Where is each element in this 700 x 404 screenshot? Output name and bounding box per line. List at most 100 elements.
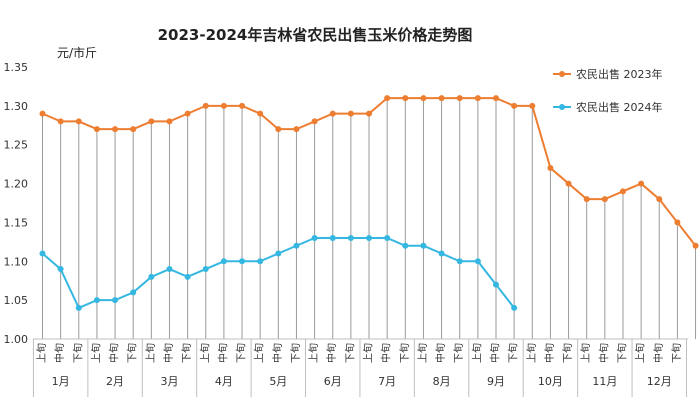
data-point	[220, 102, 227, 109]
x-tick-label: 上旬	[307, 343, 320, 363]
x-tick-label: 上旬	[144, 343, 157, 363]
x-tick-label: 上旬	[579, 343, 592, 363]
month-label: 1月	[52, 375, 70, 388]
x-tick-label: 上旬	[634, 343, 647, 363]
x-tick-label: 中旬	[652, 343, 665, 363]
x-axis-separators	[32, 339, 687, 397]
legend-label: 农民出售 2024年	[576, 100, 663, 114]
y-tick-label: 1.20	[4, 178, 29, 191]
legend-label: 农民出售 2023年	[576, 67, 663, 81]
data-point	[39, 110, 46, 117]
data-point	[692, 242, 699, 249]
data-point	[438, 95, 445, 102]
x-tick-label: 中旬	[325, 343, 338, 363]
chart-title: 2023-2024年吉林省农民出售玉米价格走势图	[158, 26, 473, 44]
x-tick-label: 上旬	[362, 343, 375, 363]
data-point	[420, 95, 427, 102]
x-tick-label: 中旬	[216, 343, 229, 363]
month-label: 5月	[269, 375, 287, 388]
data-point	[75, 118, 82, 125]
data-point	[347, 110, 354, 117]
data-point	[402, 242, 409, 249]
data-point	[257, 258, 264, 265]
data-point	[57, 266, 64, 273]
x-tick-label: 上旬	[89, 343, 102, 363]
data-point	[93, 126, 100, 133]
y-tick-label: 1.15	[4, 216, 29, 229]
month-label: 11月	[592, 375, 617, 388]
data-point	[384, 95, 391, 102]
data-point	[474, 258, 481, 265]
x-tick-label: 中旬	[162, 343, 175, 363]
legend-marker	[559, 71, 565, 77]
data-point	[257, 110, 264, 117]
drop-lines	[42, 98, 697, 339]
data-point	[493, 95, 499, 102]
x-tick-labels: 上旬 中旬 下旬 上旬 中旬 下旬 上旬 中旬 下旬 上旬 中旬 下旬 上旬 中旬 下旬 上旬 中旬 下旬 上旬 中旬…	[35, 343, 683, 363]
x-tick-label: 中旬	[380, 343, 393, 363]
data-point	[311, 118, 318, 125]
data-point	[456, 258, 463, 265]
x-tick-label: 中旬	[434, 343, 447, 363]
y-tick-label: 1.05	[4, 294, 29, 307]
x-tick-label: 上旬	[198, 343, 211, 363]
x-tick-label: 下旬	[561, 343, 574, 363]
x-tick-label: 下旬	[507, 343, 520, 363]
data-point	[293, 126, 300, 133]
month-label: 12月	[647, 375, 672, 388]
x-tick-label: 下旬	[615, 343, 628, 363]
data-point	[57, 118, 64, 125]
data-point	[93, 297, 100, 304]
x-tick-label: 下旬	[398, 343, 411, 363]
month-label: 4月	[215, 375, 233, 388]
data-point	[366, 234, 373, 241]
legend-marker	[559, 104, 565, 110]
data-point	[112, 126, 119, 133]
data-point	[511, 102, 518, 109]
data-point	[166, 266, 173, 273]
x-tick-label: 下旬	[235, 343, 248, 363]
data-point	[202, 266, 209, 273]
data-point	[130, 289, 137, 296]
x-tick-label: 下旬	[343, 343, 356, 363]
data-point	[420, 242, 427, 249]
month-label: 10月	[538, 375, 563, 388]
y-tick-label: 1.00	[4, 333, 29, 346]
data-point	[184, 110, 191, 117]
data-point	[674, 219, 681, 226]
y-tick-label: 1.30	[4, 100, 29, 113]
y-tick-label: 1.35	[4, 61, 29, 74]
y-tick-label: 1.10	[4, 255, 29, 268]
y-tick-labels: 1.00 1.05 1.10 1.15 1.20 1.25 1.30 1.35	[4, 61, 29, 346]
x-tick-label: 中旬	[53, 343, 66, 363]
data-point	[148, 118, 155, 125]
data-point	[656, 196, 663, 203]
data-point	[39, 250, 46, 257]
x-tick-label: 下旬	[180, 343, 193, 363]
month-labels: 1月 2月 3月 4月 5月 6月 7月 8月 9月 10月 11月 12月	[52, 375, 672, 388]
month-label: 2月	[106, 375, 124, 388]
data-point	[329, 110, 336, 117]
data-point	[239, 102, 246, 109]
data-point	[75, 304, 82, 311]
x-tick-label: 下旬	[670, 343, 683, 363]
data-point	[311, 234, 318, 241]
data-point	[384, 234, 391, 241]
month-label: 8月	[433, 375, 451, 388]
data-point	[275, 250, 282, 257]
y-axis-label: 元/市斤	[57, 45, 97, 60]
x-tick-label: 下旬	[71, 343, 84, 363]
data-point	[601, 196, 608, 203]
x-tick-label: 中旬	[108, 343, 121, 363]
data-point	[293, 242, 300, 249]
data-point	[166, 118, 173, 125]
x-tick-label: 下旬	[452, 343, 465, 363]
x-tick-label: 下旬	[126, 343, 139, 363]
month-label: 9月	[487, 375, 505, 388]
data-point	[275, 126, 282, 133]
data-point	[583, 196, 590, 203]
y-tick-label: 1.25	[4, 139, 29, 152]
data-point	[511, 304, 518, 311]
